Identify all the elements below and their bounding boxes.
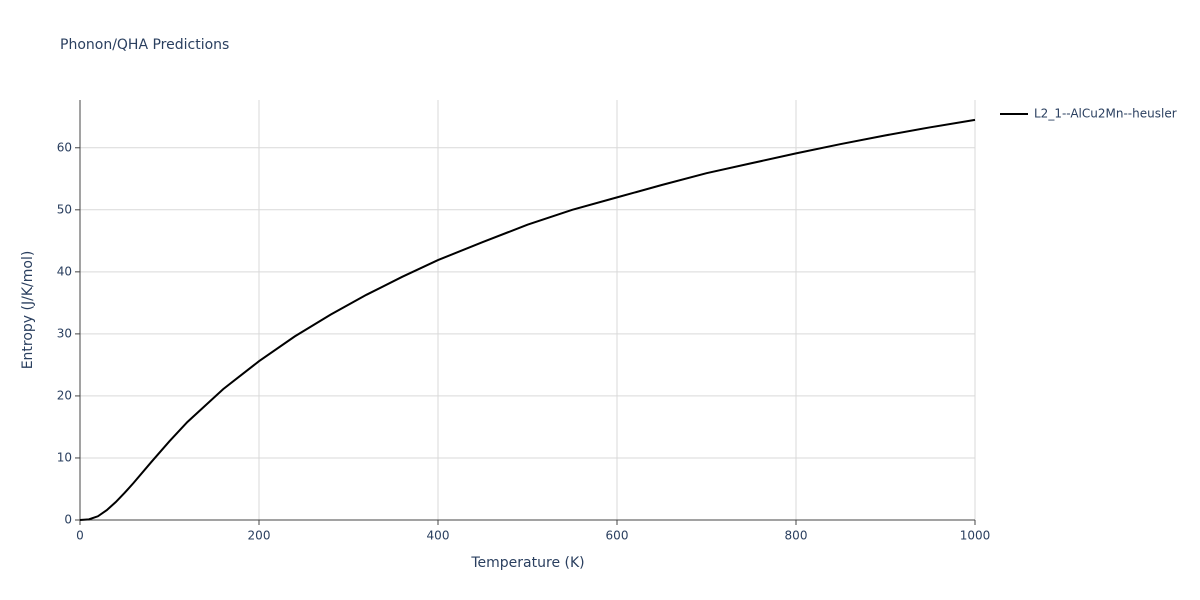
legend-label: L2_1--AlCu2Mn--heusler (1034, 107, 1177, 121)
y-axis-title: Entropy (J/K/mol) (20, 251, 36, 370)
x-tick-label: 600 (606, 529, 629, 543)
y-tick-label: 30 (57, 326, 72, 340)
x-tick-label: 0 (76, 529, 84, 543)
data-line (79, 118, 976, 521)
y-tick-label: 40 (57, 264, 72, 278)
y-tick-label: 10 (57, 450, 72, 464)
x-tick-label: 800 (785, 529, 808, 543)
chart-title: Phonon/QHA Predictions (60, 37, 229, 53)
x-tick-label: 200 (248, 529, 271, 543)
x-tick-label: 1000 (960, 529, 991, 543)
y-tick-label: 0 (64, 513, 72, 527)
x-axis-title: Temperature (K) (470, 555, 584, 571)
x-tick-label: 400 (427, 529, 450, 543)
y-tick-label: 60 (57, 140, 72, 154)
y-tick-label: 20 (57, 388, 72, 402)
y-tick-label: 50 (57, 202, 72, 216)
